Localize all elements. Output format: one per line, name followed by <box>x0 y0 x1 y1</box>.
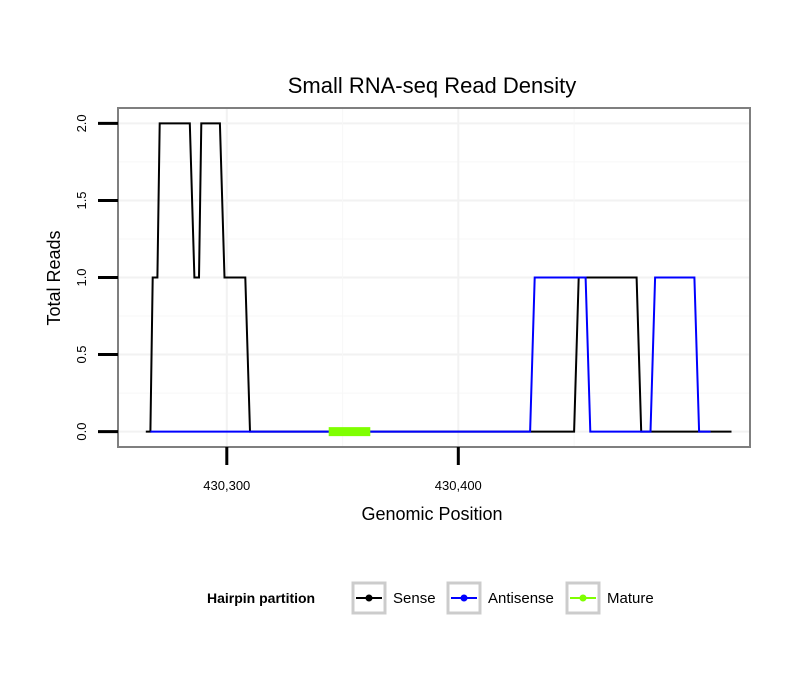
legend: Hairpin partition Sense Antisense Mature <box>207 581 654 615</box>
y-tick-label: 0.5 <box>74 345 89 363</box>
legend-label-mature: Mature <box>607 590 654 607</box>
x-tick-label: 430,400 <box>435 478 482 493</box>
legend-entries: Sense Antisense Mature <box>351 581 654 615</box>
legend-key-point <box>579 594 587 602</box>
y-tick-label: 1.5 <box>74 191 89 209</box>
legend-key-point <box>460 594 468 602</box>
series-lines <box>145 122 732 437</box>
y-tick-label: 2.0 <box>74 114 89 132</box>
series-line-antisense <box>150 276 711 433</box>
legend-title: Hairpin partition <box>207 590 315 606</box>
x-tick-label: 430,300 <box>203 478 250 493</box>
x-axis: 430,300 430,400 <box>203 447 482 493</box>
legend-key-point <box>365 594 373 602</box>
y-axis-title: Total Reads <box>44 230 64 325</box>
series-line-sense <box>145 122 732 433</box>
x-axis-title: Genomic Position <box>361 504 502 524</box>
y-axis: 0.0 0.5 1.0 1.5 2.0 <box>74 114 118 441</box>
y-tick-label: 1.0 <box>74 268 89 286</box>
chart-title: Small RNA-seq Read Density <box>288 73 577 98</box>
y-tick-label: 0.0 <box>74 423 89 441</box>
legend-label-antisense: Antisense <box>488 590 554 607</box>
legend-label-sense: Sense <box>393 590 436 607</box>
